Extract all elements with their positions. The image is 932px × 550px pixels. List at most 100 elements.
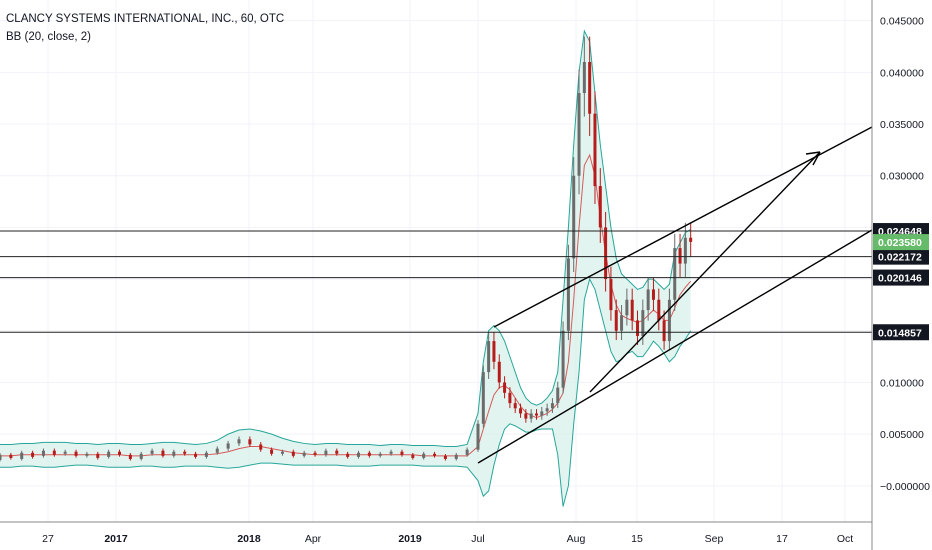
- level-badge-label: 0.020146: [878, 273, 922, 285]
- indicator-title: BB (20, close, 2): [6, 31, 92, 43]
- candles: [0, 36, 693, 462]
- trend-line-1[interactable]: [493, 126, 873, 328]
- candle-body: [630, 299, 634, 321]
- x-axis-labels: 27 2017 2018 Apr 2019 Jul Aug 15 Sep 17 Oct: [42, 533, 853, 545]
- candle-body: [194, 453, 198, 457]
- candle-body: [443, 455, 447, 459]
- candle-body: [248, 439, 252, 445]
- candle-body: [492, 341, 496, 362]
- level-badge: [873, 248, 929, 265]
- last-price-badge: [873, 234, 929, 251]
- candle-body: [270, 449, 274, 454]
- candle-body: [172, 451, 176, 456]
- candle-body: [204, 452, 208, 457]
- candle-body: [598, 186, 602, 228]
- candle-body: [519, 408, 523, 414]
- candle-body: [433, 453, 437, 456]
- candle-body: [226, 443, 230, 449]
- x-tick-label: 15: [631, 533, 643, 545]
- candle-body: [400, 451, 404, 455]
- candle-body: [487, 341, 491, 373]
- x-tick-label: Aug: [567, 533, 586, 545]
- candle-body: [620, 315, 624, 331]
- candle-body: [302, 452, 306, 456]
- level-badge: [873, 269, 929, 286]
- candle-body: [237, 439, 241, 444]
- candle-body: [593, 113, 597, 187]
- candle-body: [572, 175, 576, 259]
- x-tick-label: Sep: [705, 533, 724, 545]
- candle-body: [183, 451, 187, 454]
- candle-body: [556, 387, 560, 404]
- candle-body: [0, 454, 2, 460]
- candle-body: [291, 451, 295, 456]
- candle-body: [614, 310, 618, 331]
- candle-body: [259, 444, 263, 450]
- candle-body: [63, 451, 67, 454]
- bb-fill: [0, 31, 691, 507]
- y-tick-label: 0.010000: [880, 377, 924, 389]
- candle-body: [566, 258, 570, 331]
- y-tick-label: 0.005000: [880, 429, 924, 441]
- horizontal-levels: [0, 230, 872, 333]
- candle-body: [139, 453, 143, 459]
- candle-body: [280, 451, 284, 454]
- candle-body: [378, 453, 382, 456]
- x-tick-label: Oct: [837, 533, 853, 545]
- arrow-head: [805, 151, 821, 166]
- level-badge-label: 0.014857: [878, 327, 922, 339]
- candle-body: [662, 320, 666, 342]
- candle-body: [657, 299, 661, 321]
- candle-body: [31, 452, 35, 457]
- candle-body: [529, 413, 533, 419]
- candle-body: [588, 62, 592, 114]
- grid: [0, 0, 872, 522]
- bb-upper-line: [0, 29, 691, 448]
- candle-body: [465, 449, 469, 455]
- candle-body: [673, 248, 677, 300]
- x-tick-label: 17: [776, 533, 788, 545]
- x-tick-label: Jul: [471, 533, 484, 545]
- candle-body: [524, 413, 528, 419]
- candle-body: [540, 411, 544, 416]
- candle-body: [128, 454, 132, 459]
- candle-body: [604, 227, 608, 280]
- candle-body: [367, 452, 371, 456]
- last-price-label: 0.023580: [878, 237, 922, 249]
- candle-body: [689, 237, 693, 242]
- candle-body: [561, 330, 565, 388]
- candle-body: [411, 454, 415, 458]
- y-tick-label: 0.045000: [880, 16, 924, 28]
- candle-body: [609, 279, 613, 311]
- candle-body: [85, 453, 89, 456]
- candle-body: [481, 372, 485, 424]
- candle-body: [508, 392, 512, 404]
- candle-body: [513, 403, 517, 409]
- trend-line-2[interactable]: [589, 151, 821, 393]
- y-tick-label: 0.040000: [880, 67, 924, 79]
- candle-body: [577, 93, 581, 176]
- candle-body: [41, 450, 45, 456]
- candle-body: [476, 423, 480, 450]
- candle-body: [503, 382, 507, 393]
- x-tick-label: 2018: [237, 533, 261, 545]
- y-tick-label: −0.000000: [880, 481, 930, 493]
- candle-body: [497, 361, 501, 383]
- candle-body: [678, 248, 682, 264]
- candle-body: [625, 299, 629, 316]
- candle-body: [96, 453, 100, 458]
- chart-legend: CLANCY SYSTEMS INTERNATIONAL, INC., 60, …: [6, 10, 284, 46]
- trendlines: [477, 126, 873, 464]
- candle-body: [651, 289, 655, 300]
- level-badge-label: 0.022172: [878, 252, 922, 264]
- candle-body: [683, 237, 687, 264]
- candle-body: [335, 450, 339, 454]
- trend-line-0[interactable]: [477, 229, 873, 464]
- candle-body: [9, 454, 13, 458]
- x-tick-label: 2017: [104, 533, 128, 545]
- candle-body: [454, 454, 458, 459]
- x-tick-label: Apr: [305, 533, 322, 545]
- candle-body: [550, 403, 554, 409]
- candle-body: [52, 450, 56, 455]
